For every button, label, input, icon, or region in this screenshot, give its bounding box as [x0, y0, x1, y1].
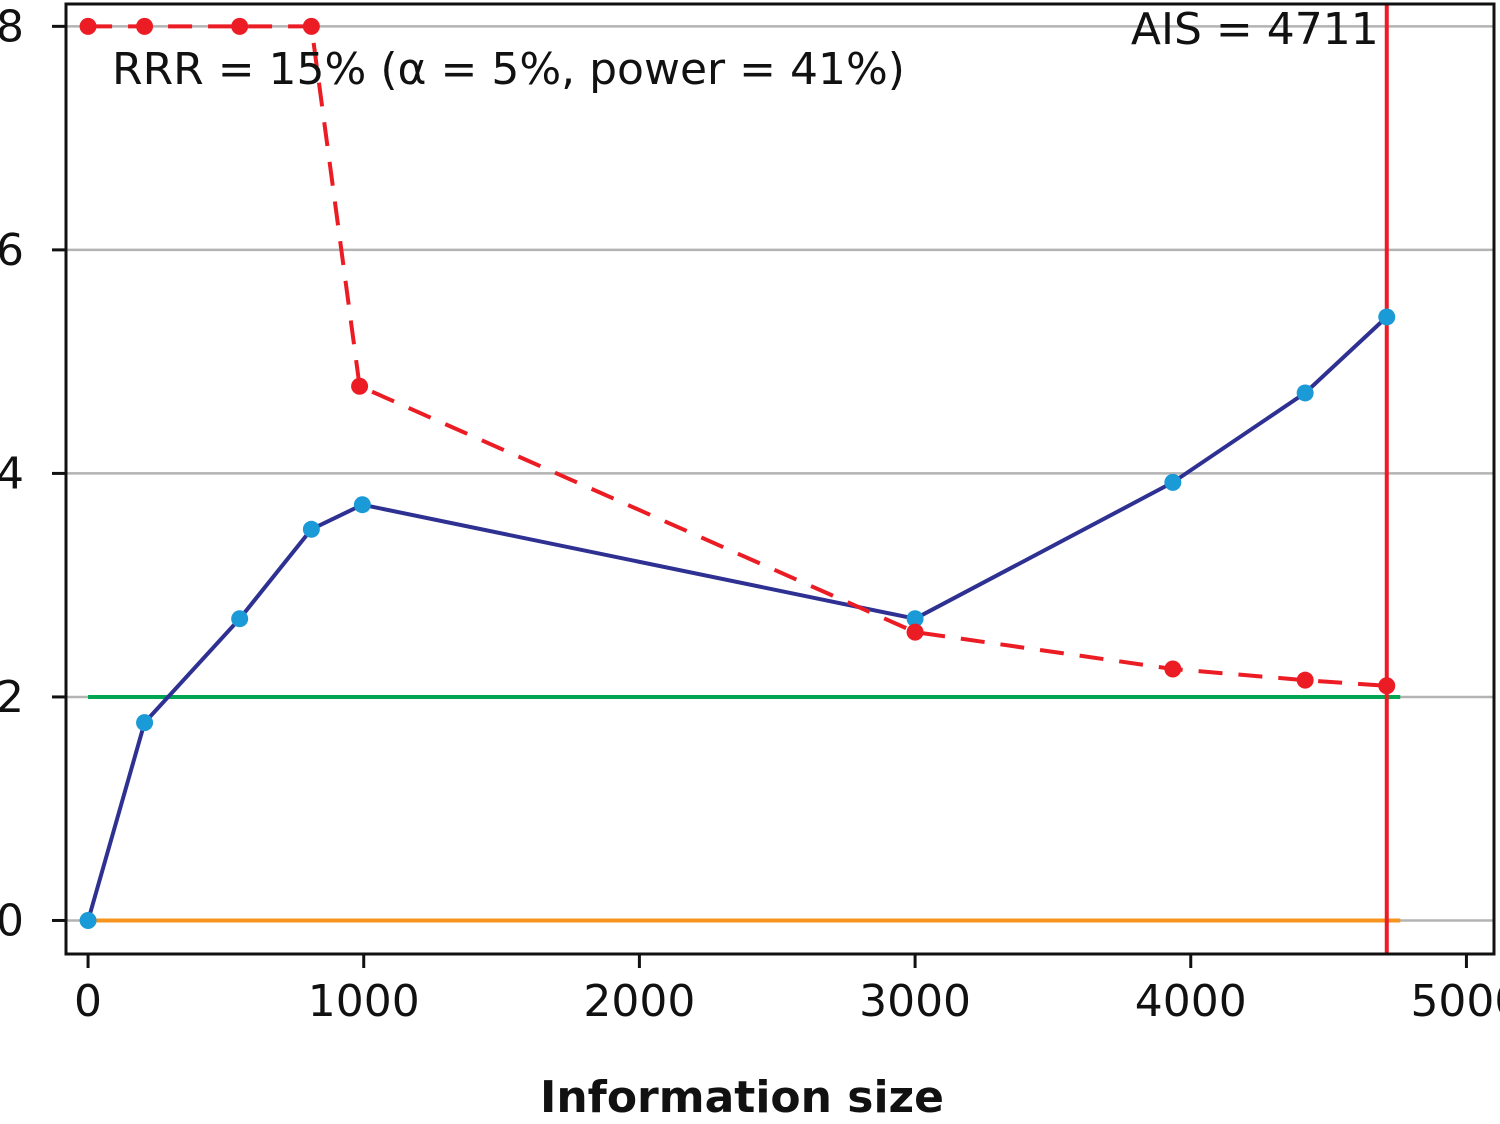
y-tick-label-0: 0: [0, 895, 24, 946]
series-1-point-4: [351, 377, 369, 395]
ais-label: AIS = 4711: [1131, 4, 1379, 55]
series-1-point-6: [1164, 660, 1182, 678]
y-tick-label-1: 2: [0, 672, 24, 723]
series-1-point-0: [79, 17, 97, 35]
x-tick-label-3: 3000: [859, 976, 971, 1027]
series-0-point-0: [79, 911, 97, 929]
series-1-point-8: [1378, 677, 1396, 695]
rrr-label: RRR = 15% (α = 5%, power = 41%): [112, 44, 905, 95]
x-tick-label-0: 0: [74, 976, 102, 1027]
series-0-point-1: [136, 714, 154, 732]
y-tick-label-2: 4: [0, 448, 24, 499]
y-axis-ticks: 0 2 4 6 8: [0, 1, 66, 946]
series-group: [79, 17, 1396, 929]
x-tick-label-2: 2000: [583, 976, 695, 1027]
series-1-point-2: [231, 17, 249, 35]
series-0-point-2: [231, 610, 249, 628]
series-1-point-7: [1296, 671, 1314, 689]
series-1-point-1: [136, 17, 154, 35]
series-1-line: [88, 24, 1387, 688]
series-0-point-7: [1296, 384, 1314, 402]
reference-lines: [88, 4, 1401, 954]
series-0-point-5: [906, 610, 924, 628]
series-0-line: [86, 315, 1389, 922]
series-0-point-3: [302, 520, 320, 538]
x-axis-label: Information size: [540, 1072, 944, 1123]
series-0-point-6: [1164, 473, 1182, 491]
series-0-point-8: [1378, 308, 1396, 326]
series-1-point-5: [906, 623, 924, 641]
series-1-point-3: [302, 17, 320, 35]
y-tick-label-3: 6: [0, 225, 24, 276]
y-tick-label-4: 8: [0, 1, 24, 52]
x-tick-label-1: 1000: [308, 976, 420, 1027]
plot-frame: [64, 2, 1496, 956]
grid-lines: [66, 25, 1494, 922]
x-tick-label-4: 4000: [1135, 976, 1247, 1027]
series-0-point-4: [353, 496, 371, 514]
